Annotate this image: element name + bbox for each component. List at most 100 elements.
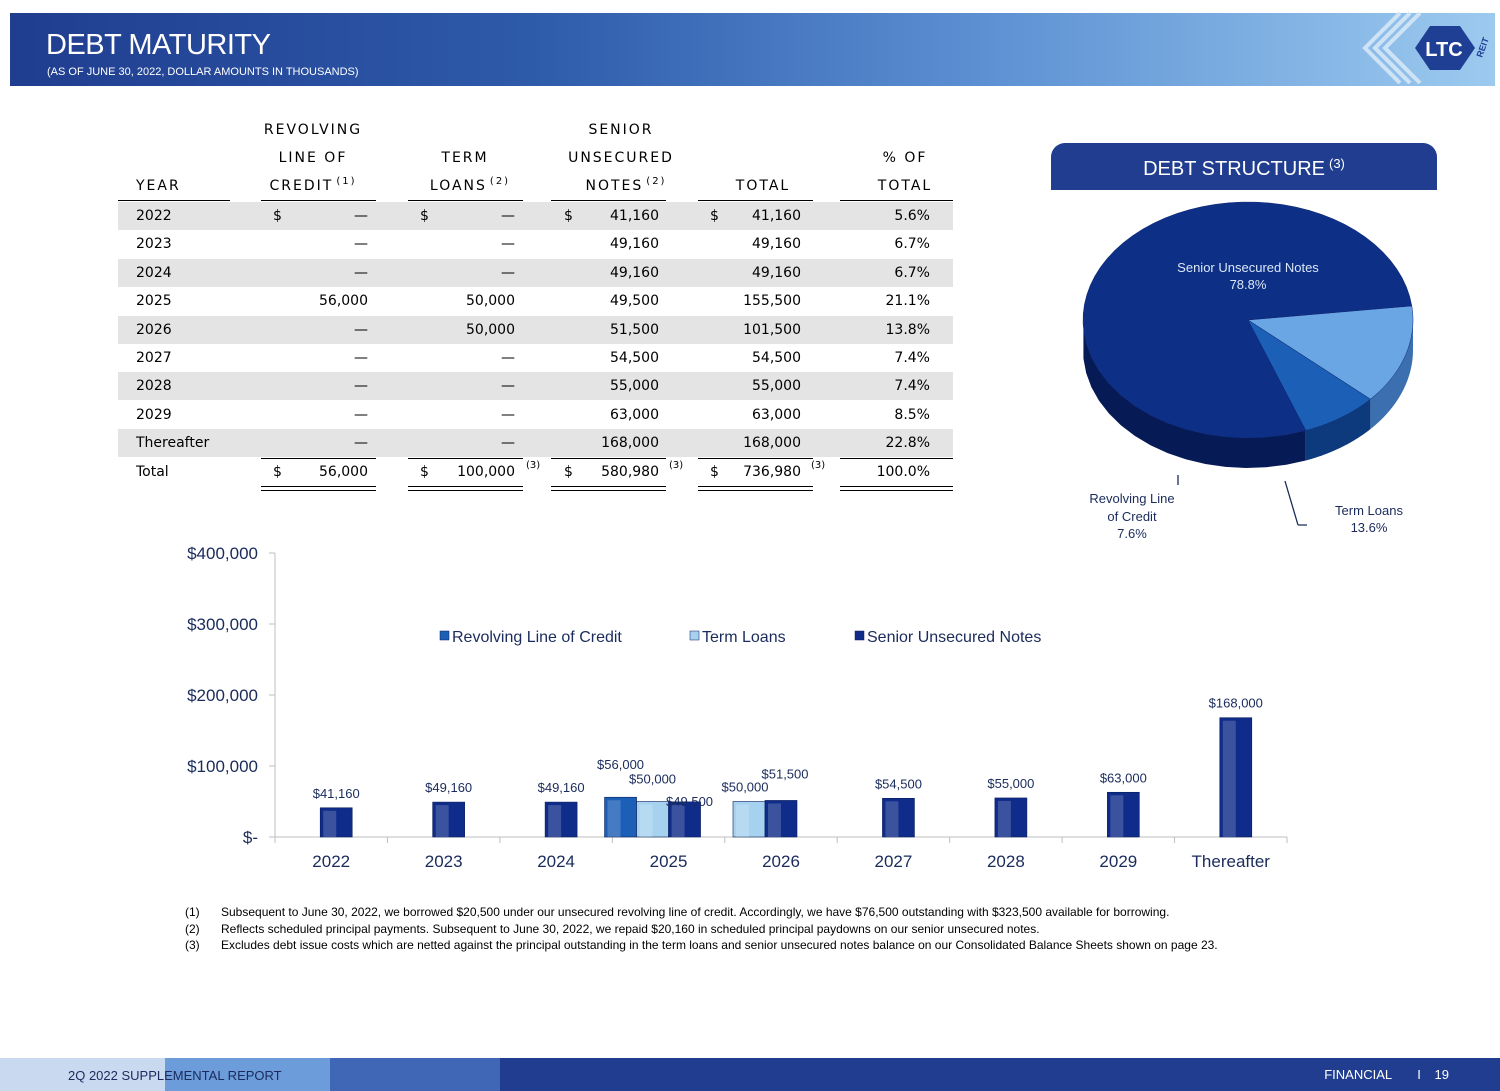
debt-structure-footnote-ref: (3) (1328, 156, 1345, 171)
rev-footnote-ref: (1) (336, 176, 357, 187)
col-header-term-1: TERM (441, 150, 489, 166)
header-underline (118, 200, 230, 201)
data-label: $49,160 (538, 780, 585, 795)
data-label: $41,160 (313, 786, 360, 801)
table-row: Thereafter — — 168,000 168,000 22.8% (118, 429, 953, 458)
currency-sign: $ (564, 463, 573, 480)
footnote-text: Excludes debt issue costs which are nett… (221, 938, 1218, 952)
x-tick-label: 2026 (762, 852, 800, 871)
bar-senior-unsecured-notes (764, 800, 798, 838)
cell-year: 2029 (136, 406, 172, 423)
cell-rev: — (354, 378, 368, 395)
cell-year: 2026 (136, 321, 172, 338)
debt-structure-tab: DEBT STRUCTURE (3) (1051, 143, 1437, 190)
bar-highlight (671, 804, 685, 837)
page-title: DEBT MATURITY (46, 29, 271, 61)
col-header-sen-3: NOTES (2) (585, 176, 667, 194)
bar-revolving-line-of-credit (604, 796, 637, 838)
data-label: $50,000 (629, 772, 676, 787)
page-subtitle: (AS OF JUNE 30, 2022, DOLLAR AMOUNTS IN … (47, 66, 359, 78)
data-label: $168,000 (1209, 696, 1263, 711)
pie-slice (1082, 201, 1413, 439)
cell-rev: — (354, 350, 368, 366)
total-rule (261, 457, 376, 459)
table-row: 2028 — — 55,000 55,000 7.4% (118, 372, 953, 401)
bar-highlight (548, 805, 562, 837)
footer-accent (0, 1058, 500, 1091)
cell-sen: 54,500 (610, 350, 659, 366)
cell-rev: — (354, 406, 368, 423)
x-tick-label: 2029 (1099, 852, 1137, 871)
data-label: $55,000 (987, 776, 1034, 791)
cell-year: 2023 (136, 236, 172, 253)
total-rule (840, 457, 953, 459)
cell-year: 2022 (136, 208, 172, 224)
currency-sign: $ (273, 463, 282, 480)
col-header-pct-2: TOTAL (877, 178, 933, 194)
y-tick-label: $- (243, 828, 258, 847)
table-row: 2027 — — 54,500 54,500 7.4% (118, 344, 953, 372)
term-footnote-ref: (2) (489, 176, 511, 187)
cell-total: 54,500 (752, 350, 801, 366)
total-cell-sen: 580,980 (601, 463, 659, 480)
footer-separator: I (1417, 1067, 1421, 1082)
logo-text: LTC (1425, 39, 1462, 61)
x-tick-label: 2022 (312, 852, 350, 871)
bar-highlight (435, 805, 449, 837)
cell-pct: 21.1% (885, 293, 930, 310)
data-label: $50,000 (722, 780, 769, 795)
cell-total: 168,000 (743, 435, 801, 452)
header-underline (408, 200, 523, 201)
bar-highlight (885, 801, 899, 837)
cell-year: 2025 (136, 293, 172, 310)
pie-label-senior: Senior Unsecured Notes (1177, 260, 1319, 275)
pie-slice-side (1305, 399, 1371, 461)
bar-term-loans (732, 801, 766, 838)
cell-year: 2028 (136, 378, 172, 395)
cell-total: 55,000 (752, 378, 801, 395)
data-label: $49,500 (666, 794, 713, 809)
y-tick-label: $200,000 (187, 686, 258, 705)
bar-highlight (736, 804, 749, 837)
col-header-sen-1: SENIOR (588, 122, 654, 138)
y-tick-label: $400,000 (187, 544, 258, 563)
footnote-text: Reflects scheduled principal payments. S… (221, 921, 1040, 936)
bar-senior-unsecured-notes (668, 801, 701, 838)
bar-senior-unsecured-notes (544, 801, 578, 838)
currency-sign: $ (420, 208, 429, 224)
header-underline (698, 200, 813, 201)
pie-label-term: Term Loans (1335, 503, 1403, 518)
debt-structure-title: DEBT STRUCTURE (3) (1143, 156, 1345, 180)
pie-value-term: 13.6% (1351, 520, 1388, 535)
cell-pct: 13.8% (885, 321, 930, 338)
cell-sen: 49,500 (610, 293, 659, 310)
cell-total: 41,160 (752, 208, 801, 224)
cell-pct: 7.4% (894, 378, 930, 395)
cell-sen: 41,160 (610, 208, 659, 224)
header-underline (261, 200, 376, 201)
cell-rev: — (354, 208, 368, 224)
cell-total: 155,500 (743, 293, 801, 310)
cell-total: 49,160 (752, 264, 801, 281)
pie-label-revolving: of Credit (1107, 509, 1157, 524)
data-label: $54,500 (875, 776, 922, 791)
cell-term: — (501, 378, 515, 395)
footer-section-label: FINANCIAL (1324, 1067, 1392, 1082)
cell-total: 63,000 (752, 406, 801, 423)
x-tick-label: 2028 (987, 852, 1025, 871)
data-label: $51,500 (762, 766, 809, 781)
cell-rev: — (354, 236, 368, 253)
logo-subtext: REIT (1474, 36, 1490, 59)
debt-maturity-bar-chart: $- $100,000 $200,000 $300,000 $400,000 2022 $4… (187, 544, 1288, 871)
footer-section: FINANCIAL I 19 (1324, 1067, 1449, 1082)
cell-rev: — (354, 264, 368, 281)
bar-senior-unsecured-notes (1107, 791, 1140, 838)
total-footnote-ref: (3) (526, 459, 541, 471)
cell-sen: 55,000 (610, 378, 659, 395)
x-tick-label: Thereafter (1192, 852, 1271, 871)
header-underline (840, 200, 953, 201)
cell-term: — (501, 208, 515, 224)
x-tick-label: 2023 (425, 852, 463, 871)
bar-senior-unsecured-notes (432, 801, 465, 838)
bar-highlight (768, 803, 781, 837)
